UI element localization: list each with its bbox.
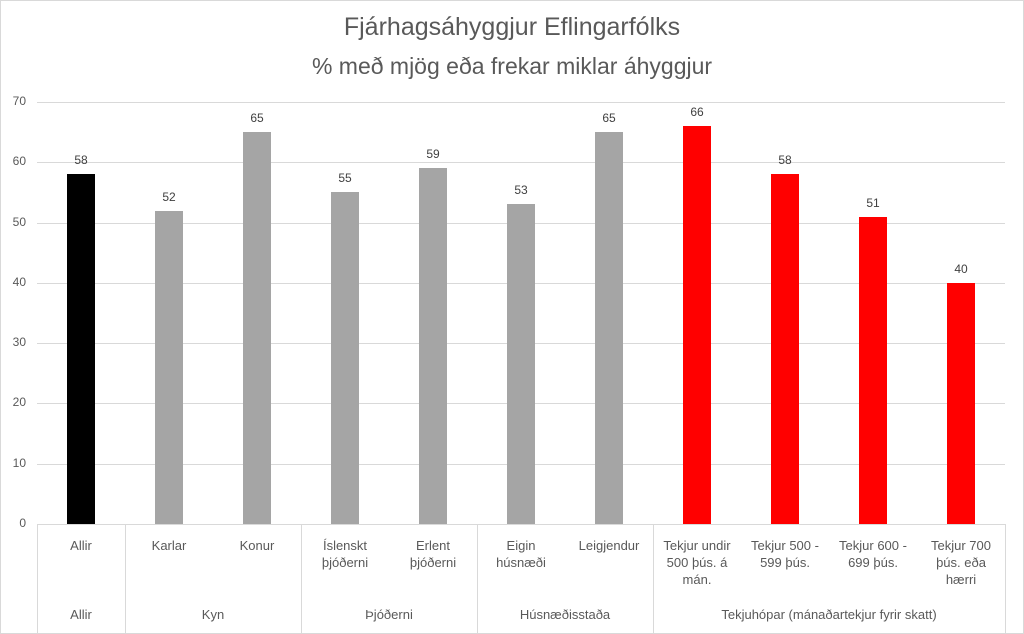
gridline	[37, 102, 1005, 103]
category-label: Tekjur 600 -699 þús.	[839, 538, 907, 570]
group-label: Allir	[70, 607, 92, 622]
category-label: Allir	[70, 538, 92, 553]
bar	[595, 132, 623, 524]
group-label: Þjóðerni	[365, 607, 413, 622]
data-label: 52	[162, 190, 176, 204]
group-divider	[477, 524, 478, 634]
data-label: 40	[954, 262, 968, 276]
category-label: Erlent þjóðerni	[409, 538, 457, 570]
data-label: 65	[602, 111, 616, 125]
group-divider	[37, 524, 38, 634]
category-label: Tekjur undir 500 þús. á mán.	[663, 538, 731, 587]
category-label: Leigjendur	[578, 538, 640, 553]
group-label: Tekjuhópar (mánaðartekjur fyrir skatt)	[721, 607, 937, 622]
data-label: 55	[338, 171, 352, 185]
data-label: 66	[690, 105, 704, 119]
y-tick-label: 60	[12, 154, 26, 168]
y-tick-label: 20	[12, 395, 26, 409]
data-label: 65	[250, 111, 264, 125]
x-axis-line	[37, 524, 1005, 525]
gridline	[37, 162, 1005, 163]
y-tick-label: 70	[12, 94, 26, 108]
category-label: Karlar	[151, 538, 187, 553]
data-label: 59	[426, 147, 440, 161]
bar	[771, 174, 799, 524]
bar	[683, 126, 711, 524]
category-label: Eigin húsnæði	[496, 538, 546, 570]
data-label: 53	[514, 183, 528, 197]
bar	[859, 217, 887, 524]
group-divider	[301, 524, 302, 634]
group-label: Húsnæðisstaða	[519, 607, 611, 622]
y-tick-label: 0	[19, 516, 26, 530]
y-tick-label: 40	[12, 275, 26, 289]
data-label: 58	[74, 153, 88, 167]
chart-subtitle: % með mjög eða frekar miklar áhyggjur	[311, 53, 713, 79]
chart-title: Fjárhagsáhyggjur Eflingarfólks	[343, 13, 681, 41]
bar	[331, 192, 359, 524]
category-label: Tekjur 500 -599 þús.	[751, 538, 819, 570]
y-tick-label: 50	[12, 215, 26, 229]
bar	[947, 283, 975, 524]
data-label: 51	[866, 196, 880, 210]
group-divider	[125, 524, 126, 634]
y-tick-label: 10	[12, 456, 26, 470]
bar	[243, 132, 271, 524]
bar	[419, 168, 447, 524]
category-label: Tekjur 700 þús. eða hærri	[931, 538, 991, 587]
category-label: Íslenskt þjóðerni	[321, 538, 369, 570]
group-divider	[653, 524, 654, 634]
group-label: Kyn	[201, 607, 225, 622]
bar	[155, 211, 183, 524]
bar	[67, 174, 95, 524]
bar	[507, 204, 535, 524]
group-divider	[1005, 524, 1006, 634]
y-tick-label: 30	[12, 335, 26, 349]
data-label: 58	[778, 153, 792, 167]
category-label: Konur	[239, 538, 275, 553]
